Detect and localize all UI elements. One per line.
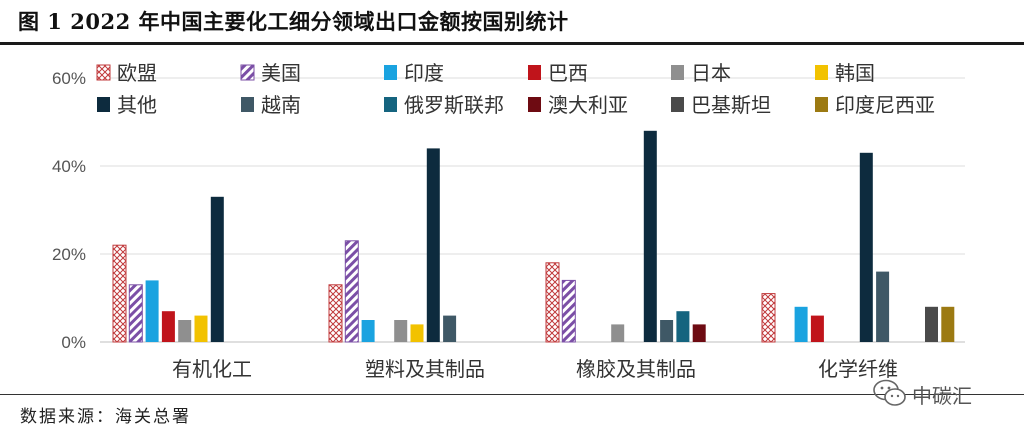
bar [394, 320, 408, 342]
legend-label: 韩国 [835, 62, 875, 85]
bar [561, 279, 576, 343]
legend-swatch [384, 65, 397, 80]
bar [443, 315, 457, 342]
bar [794, 306, 808, 342]
bar [660, 320, 674, 342]
category-label: 化学纤维 [818, 358, 898, 381]
bar [810, 315, 824, 342]
category-labels: 有机化工 塑料及其制品 橡胶及其制品 化学纤维 [172, 358, 898, 381]
bar [210, 196, 224, 342]
legend-label: 印度尼西亚 [835, 94, 935, 117]
bar [545, 262, 560, 343]
legend-swatch [528, 97, 541, 112]
bar [328, 284, 343, 343]
bar [344, 240, 359, 343]
bar [426, 148, 440, 342]
source-note: 数据来源：海关总署 [20, 407, 191, 427]
bar [194, 315, 208, 342]
legend-label: 印度 [404, 62, 444, 85]
bar [112, 244, 127, 343]
legend-swatch [671, 65, 684, 80]
bar [676, 311, 690, 342]
legend-label: 欧盟 [117, 62, 157, 85]
bar [410, 324, 424, 342]
legend-label: 巴西 [548, 63, 588, 85]
bars [112, 130, 955, 343]
category-label: 有机化工 [172, 358, 252, 381]
bar [941, 306, 955, 342]
y-tick-label: 60% [52, 69, 86, 88]
grid-lines [100, 77, 965, 343]
bar [128, 284, 143, 343]
bar [178, 320, 192, 342]
bar [692, 324, 706, 342]
legend-label: 巴基斯坦 [691, 94, 771, 117]
watermark-text: 中碳汇 [912, 384, 972, 408]
watermark: 中碳汇 [872, 378, 997, 408]
bar [145, 280, 159, 342]
legend-swatch [815, 97, 828, 112]
legend-label: 澳大利亚 [548, 94, 628, 117]
legend-label: 俄罗斯联邦 [404, 94, 504, 117]
legend-swatch [671, 97, 684, 112]
category-label: 橡胶及其制品 [576, 358, 696, 381]
legend-swatch [97, 97, 110, 112]
export-bar-chart: 0%20%40%60% 有机化工 塑料及其制品 橡胶及其制品 化学纤维 欧盟 美国 印度巴… [52, 62, 965, 381]
source-rule [0, 394, 1024, 395]
legend-swatch [528, 65, 541, 80]
bar [876, 271, 890, 342]
y-tick-label: 20% [52, 245, 86, 264]
legend-swatch [384, 97, 397, 112]
y-tick-label: 0% [61, 333, 86, 352]
bar [361, 320, 375, 342]
legend-label: 其他 [117, 94, 157, 117]
y-tick-label: 40% [52, 157, 86, 176]
bar [859, 152, 873, 342]
legend-swatch [241, 97, 254, 112]
bar [611, 324, 625, 342]
bar [161, 311, 175, 342]
title-rule [0, 42, 1024, 45]
y-axis-ticks: 0% 20% 40% 60% [52, 69, 86, 352]
bar [925, 306, 938, 342]
legend-label: 美国 [261, 62, 301, 85]
legend-swatch [96, 64, 111, 81]
legend-label: 越南 [261, 94, 301, 117]
bar [643, 130, 657, 342]
legend-label: 日本 [691, 62, 731, 85]
bar [761, 293, 776, 343]
legend-swatch [815, 65, 828, 80]
legend-swatch [240, 64, 255, 81]
figure-title: 图 1 2022 年中国主要化工细分领域出口金额按国别统计 [18, 9, 569, 34]
wechat-logo-icon [873, 379, 906, 406]
category-label: 塑料及其制品 [365, 358, 485, 381]
